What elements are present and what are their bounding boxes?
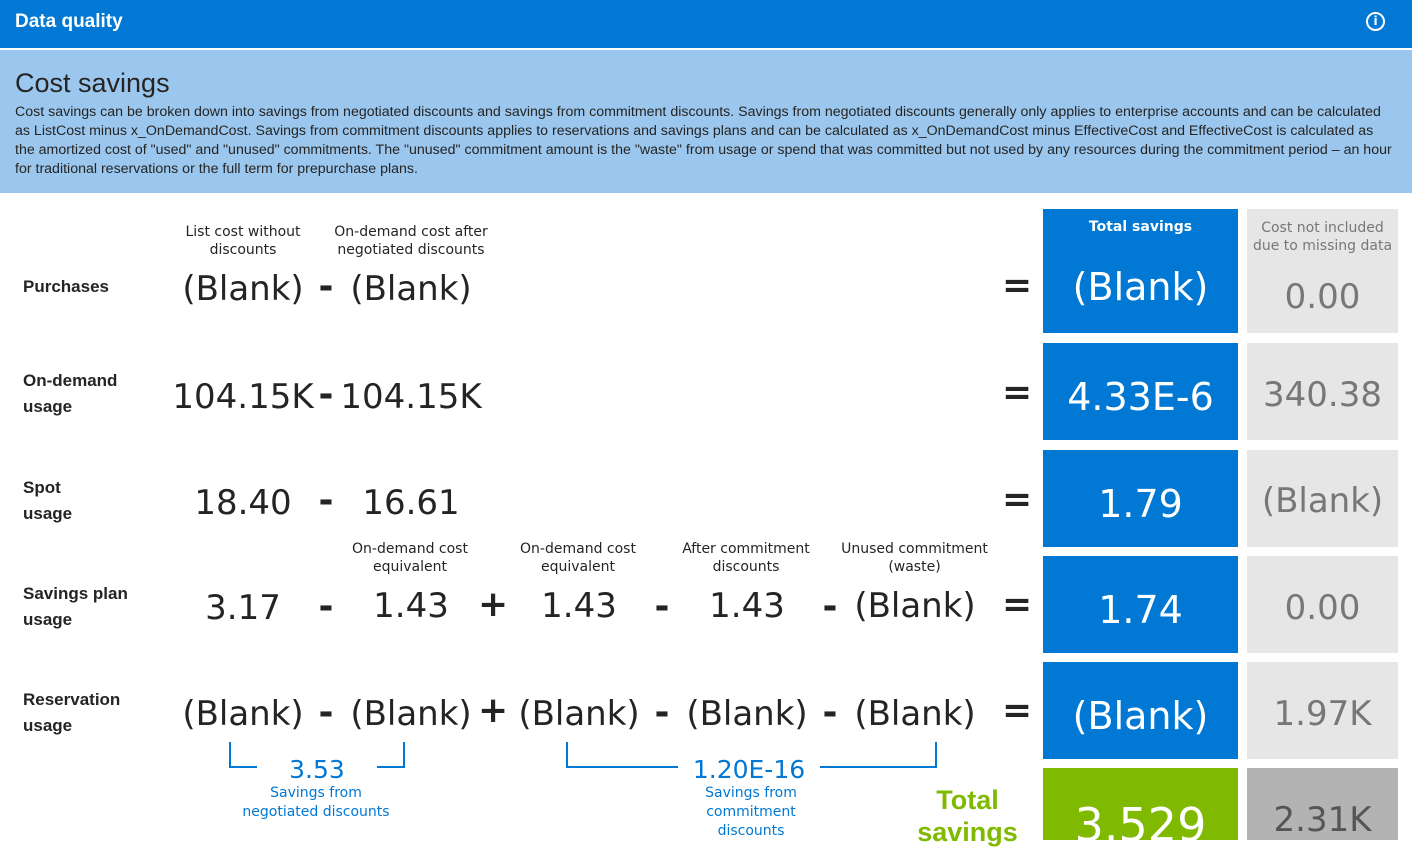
header-on-demand-after: On-demand cost after negotiated discount…: [334, 224, 488, 258]
total-savings-purchases: (Blank): [1072, 265, 1209, 309]
minus-operator: -: [654, 586, 670, 627]
minus-operator: -: [822, 586, 838, 627]
total-savings-reservation-tile[interactable]: (Blank): [1043, 662, 1238, 759]
minus-operator: -: [318, 586, 334, 627]
equals-operator: =: [1002, 479, 1033, 520]
row-label-on-demand-usage: On-demand usage: [23, 371, 118, 416]
reservation-on-demand-cost: (Blank): [350, 694, 472, 734]
negotiated-savings-label: Savings from negotiated discounts: [242, 785, 390, 820]
total-savings-overall: 3.529: [1074, 798, 1207, 852]
total-savings-spot-tile[interactable]: 1.79: [1043, 450, 1238, 547]
missing-cost-on-demand: 340.38: [1263, 375, 1382, 415]
equals-operator: =: [1002, 584, 1033, 625]
total-savings-reservation: (Blank): [1072, 694, 1209, 738]
total-savings-savings-plan-tile[interactable]: 1.74: [1043, 556, 1238, 653]
header-on-demand-equivalent-1: On-demand cost equivalent: [352, 541, 468, 575]
missing-cost-reservation-tile[interactable]: 1.97K: [1247, 662, 1398, 759]
total-savings-savings-plan: 1.74: [1098, 588, 1183, 632]
purchases-list-cost: (Blank): [182, 269, 304, 309]
savings-plan-on-demand-equivalent: 1.43: [541, 586, 617, 626]
header-unused-commitment: Unused commitment (waste): [841, 541, 988, 575]
header-after-commitment: After commitment discounts: [682, 541, 810, 575]
savings-plan-unused-commitment: (Blank): [854, 586, 976, 626]
equals-operator: =: [1002, 265, 1033, 306]
row-label-reservation-usage: Reservation usage: [23, 690, 121, 735]
info-icon[interactable]: i: [1366, 12, 1385, 31]
missing-cost-overall: 2.31K: [1273, 800, 1372, 840]
spot-on-demand-cost: 16.61: [362, 483, 460, 523]
commitment-savings-value: 1.20E-16: [678, 756, 820, 784]
missing-cost-overall-tile[interactable]: 2.31K: [1247, 768, 1398, 840]
total-savings-spot: 1.79: [1098, 482, 1183, 526]
minus-operator: -: [318, 480, 334, 521]
total-savings-header: Total savings: [1088, 219, 1193, 235]
minus-operator: -: [318, 266, 334, 307]
equals-operator: =: [1002, 372, 1033, 413]
row-label-purchases: Purchases: [23, 277, 109, 296]
equals-operator: =: [1002, 690, 1033, 731]
missing-cost-savings-plan: 0.00: [1284, 588, 1361, 628]
missing-cost-spot-tile[interactable]: (Blank): [1247, 450, 1398, 547]
section-heading: Cost savings: [15, 68, 170, 98]
missing-cost-purchases-tile[interactable]: Cost not included due to missing data 0.…: [1247, 209, 1398, 333]
savings-plan-after-commitment: 1.43: [709, 586, 785, 626]
minus-operator: -: [318, 374, 334, 415]
missing-cost-purchases: 0.00: [1284, 277, 1361, 317]
header-on-demand-equivalent-2: On-demand cost equivalent: [520, 541, 636, 575]
total-savings-on-demand: 4.33E-6: [1067, 375, 1214, 419]
purchases-on-demand-cost: (Blank): [350, 269, 472, 309]
page-title: Data quality: [15, 11, 123, 32]
title-bar: Data quality i: [0, 0, 1412, 48]
section-description: Cost savings can be broken down into sav…: [15, 104, 1392, 177]
spot-list-cost: 18.40: [194, 483, 292, 523]
commitment-savings-label: Savings from commitment discounts: [705, 785, 797, 839]
plus-operator: +: [478, 690, 509, 731]
on-demand-on-demand-cost: 104.15K: [340, 377, 482, 417]
reservation-list-cost: (Blank): [182, 694, 304, 734]
plus-operator: +: [478, 584, 509, 625]
reservation-after-commitment: (Blank): [686, 694, 808, 734]
minus-operator: -: [654, 692, 670, 733]
reservation-on-demand-equivalent: (Blank): [518, 694, 640, 734]
negotiated-savings-value: 3.53: [257, 756, 377, 784]
missing-cost-on-demand-tile[interactable]: 340.38: [1247, 343, 1398, 440]
on-demand-list-cost: 104.15K: [172, 377, 314, 417]
missing-cost-savings-plan-tile[interactable]: 0.00: [1247, 556, 1398, 653]
savings-plan-list-cost: 3.17: [205, 588, 281, 628]
total-savings-purchases-tile[interactable]: Total savings (Blank): [1043, 209, 1238, 333]
row-label-savings-plan-usage: Savings plan usage: [23, 584, 128, 629]
missing-cost-reservation: 1.97K: [1273, 694, 1372, 734]
minus-operator: -: [318, 692, 334, 733]
row-label-spot-usage: Spot usage: [23, 478, 73, 523]
savings-plan-on-demand-cost: 1.43: [373, 586, 449, 626]
total-savings-label: Total savings: [917, 785, 1018, 847]
total-savings-overall-tile[interactable]: 3.529: [1043, 768, 1238, 852]
minus-operator: -: [822, 692, 838, 733]
reservation-unused-commitment: (Blank): [854, 694, 976, 734]
header-list-cost: List cost without discounts: [185, 224, 301, 258]
missing-cost-spot: (Blank): [1261, 481, 1384, 521]
description-panel: Cost savings Cost savings can be broken …: [0, 50, 1412, 193]
missing-cost-header: Cost not included due to missing data: [1252, 220, 1393, 254]
divider: [0, 48, 1412, 50]
total-savings-on-demand-tile[interactable]: 4.33E-6: [1043, 343, 1238, 440]
